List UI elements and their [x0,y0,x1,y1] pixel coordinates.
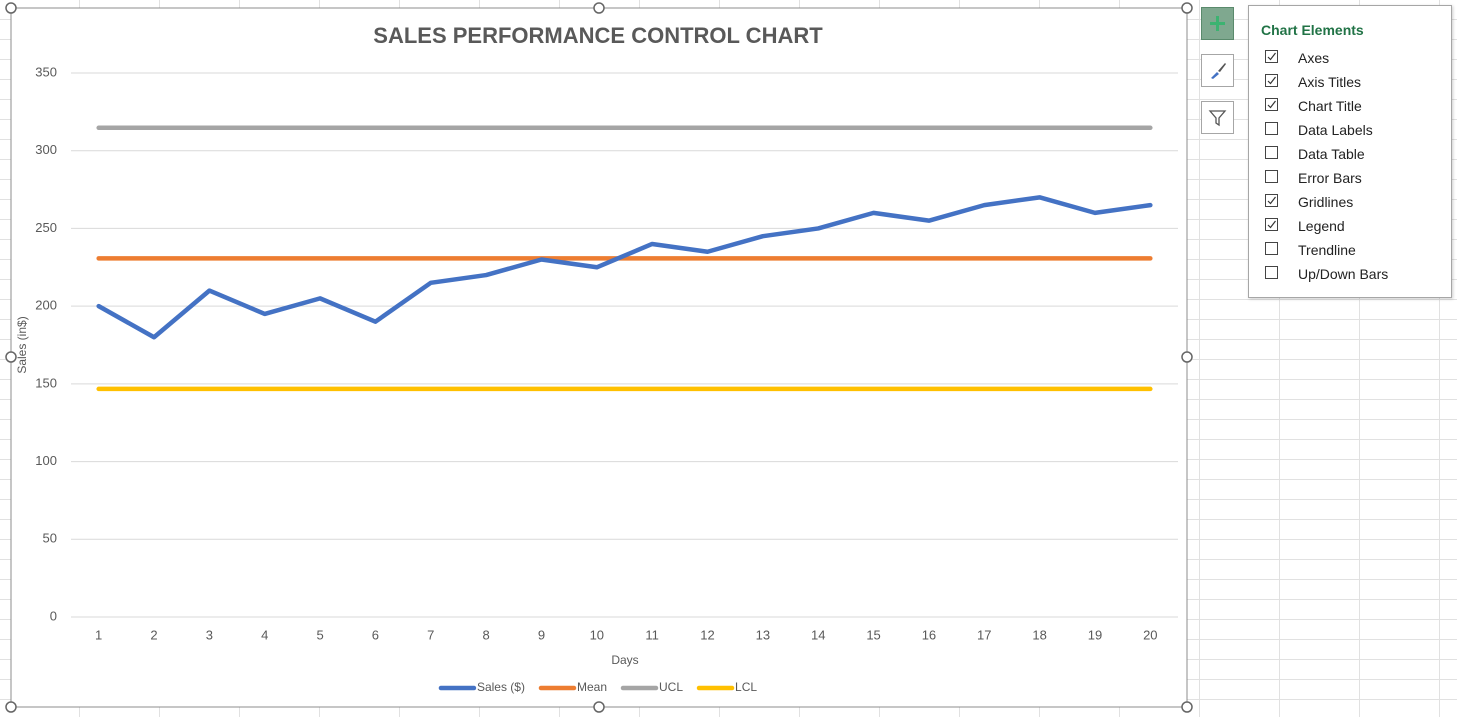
x-tick-label: 9 [538,627,545,642]
x-tick-label: 11 [645,627,659,642]
brush-icon [1211,63,1226,79]
x-tick-label: 15 [866,627,880,642]
x-tick-label: 2 [150,627,157,642]
y-tick-label: 300 [35,142,57,157]
x-tick-label: 10 [590,627,604,642]
series-line [96,195,1153,340]
chart-area[interactable] [10,7,1188,708]
y-tick-label: 100 [35,453,57,468]
legend-label: UCL [659,680,683,694]
checkbox[interactable] [1265,194,1278,207]
y-tick-label: 250 [35,220,57,235]
checkbox[interactable] [1265,242,1278,255]
option-label: Data Table [1298,146,1365,162]
y-tick-label: 200 [35,298,57,313]
check-mark [1267,196,1276,205]
x-tick-label: 8 [483,627,490,642]
option-label: Axes [1298,50,1330,66]
chart-elements-panel: Chart Elements Axes Axis Titles Chart Titl… [1248,5,1452,298]
checkbox[interactable] [1265,98,1278,111]
option-label: Error Bars [1298,170,1362,186]
legend-label: Sales ($) [477,680,525,694]
check-mark [1267,100,1276,109]
option-label: Legend [1298,218,1345,234]
checkbox[interactable] [1265,74,1278,87]
y-axis-title: Sales (in$) [15,316,29,373]
x-tick-label: 13 [756,627,770,642]
x-tick-label: 6 [372,627,379,642]
x-tick-label: 4 [261,627,268,642]
check-mark [1267,52,1276,61]
legend: Sales ($) Mean UCL LCL [438,680,757,694]
x-tick-label: 14 [811,627,825,642]
x-tick-label: 3 [206,627,213,642]
option-label: Trendline [1298,242,1356,258]
option-label: Up/Down Bars [1298,266,1389,282]
check-mark [1267,76,1276,85]
option-label: Axis Titles [1298,74,1362,90]
x-axis-title: Days [611,653,638,667]
checkbox[interactable] [1265,266,1278,279]
checkbox[interactable] [1265,218,1278,231]
x-tick-label: 12 [700,627,714,642]
y-tick-label: 150 [35,375,57,390]
chart-styles-button[interactable] [1201,54,1234,87]
chart-title: SALES PERFORMANCE CONTROL CHART [373,23,823,48]
x-tick-label: 1 [95,627,102,642]
checkbox[interactable] [1265,146,1278,159]
plus-icon [1210,16,1225,31]
x-tick-label: 16 [922,627,936,642]
x-tick-label: 5 [316,627,323,642]
y-tick-label: 350 [35,64,57,79]
legend-label: LCL [735,680,757,694]
check-mark [1267,220,1276,229]
selection-handles[interactable] [5,2,1193,713]
option-label: Gridlines [1298,194,1354,210]
chart-filters-button[interactable] [1201,101,1234,134]
checkbox[interactable] [1265,170,1278,183]
x-tick-label: 18 [1032,627,1046,642]
checkbox[interactable] [1265,122,1278,135]
legend-label: Mean [577,680,607,694]
x-tick-label: 17 [977,627,991,642]
chart-elements-button[interactable] [1201,7,1234,40]
x-tick-label: 19 [1088,627,1102,642]
y-tick-label: 0 [50,608,57,623]
y-tick-label: 50 [43,531,57,546]
checkbox[interactable] [1265,50,1278,63]
x-tick-label: 20 [1143,627,1157,642]
x-tick-label: 7 [427,627,434,642]
option-label: Data Labels [1298,122,1373,138]
filter-icon [1208,110,1227,127]
panel-title: Chart Elements [1261,22,1364,38]
option-label: Chart Title [1298,98,1362,114]
